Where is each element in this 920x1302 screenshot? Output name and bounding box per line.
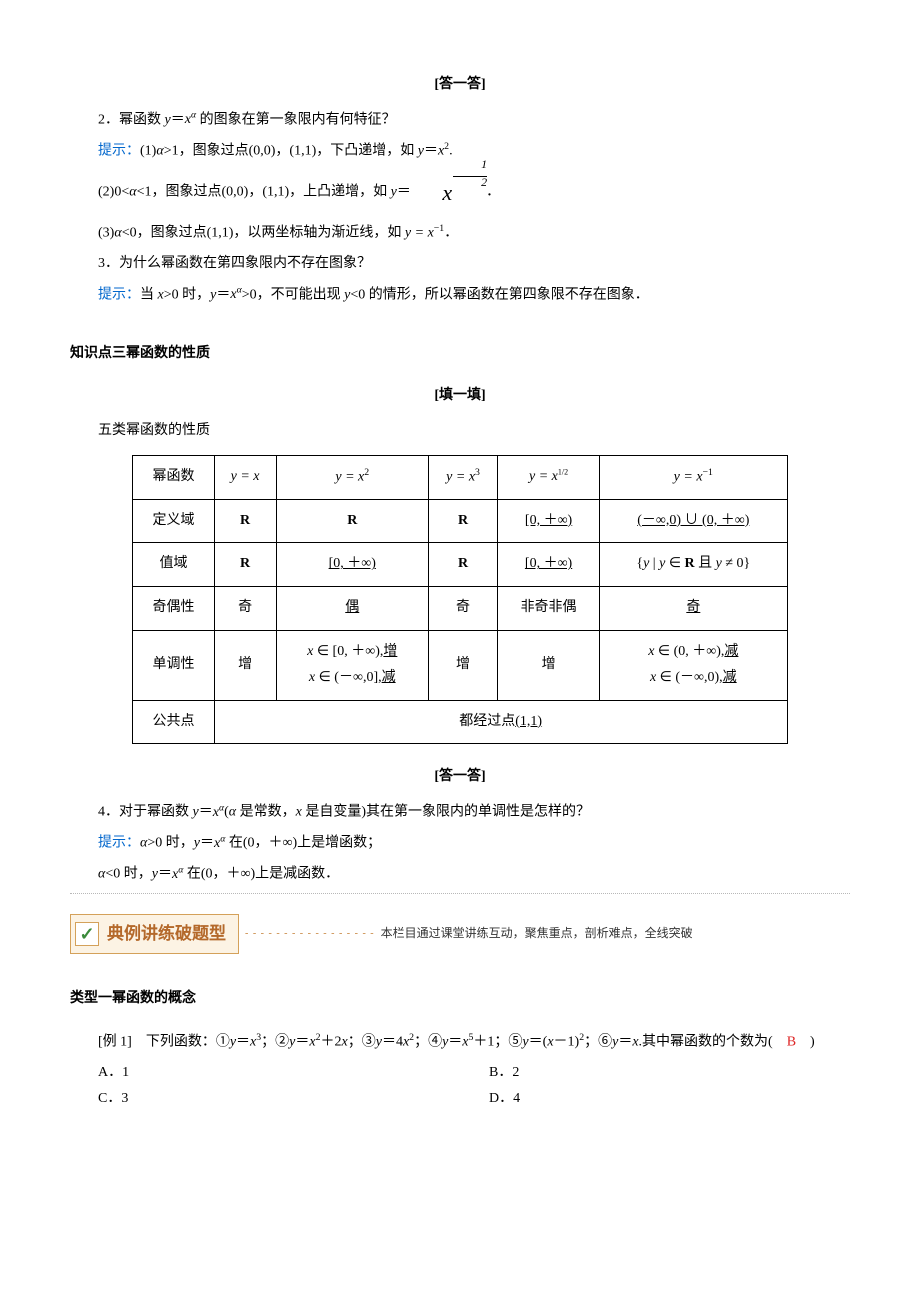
cell: R (429, 543, 498, 587)
cell-common: 都经过点(1,1) (214, 700, 787, 744)
q3-hint: 提示：当 x>0 时，y＝xα>0，不可能出现 y<0 的情形，所以幂函数在第四… (70, 282, 850, 309)
row-label: 公共点 (133, 700, 214, 744)
cell: 增 (429, 630, 498, 700)
q4-hint-1: 提示：α>0 时，y＝xα 在(0，＋∞)上是增函数； (70, 830, 850, 857)
q4-hint-2: α<0 时，y＝xα 在(0，＋∞)上是减函数． (70, 861, 850, 888)
example1-answer: B (787, 1034, 796, 1049)
cell: 奇 (214, 587, 276, 631)
cell: 增 (498, 630, 600, 700)
hint-label-2: 提示： (98, 287, 140, 302)
cell: x ∈ (0, ＋∞),减x ∈ (－∞,0),减 (600, 630, 788, 700)
hint-label-3: 提示： (98, 836, 140, 851)
th-1: y = x (214, 455, 276, 499)
cell: 奇 (600, 587, 788, 631)
cell: 非奇非偶 (498, 587, 600, 631)
table-row-mono: 单调性 增 x ∈ [0, ＋∞),增x ∈ (－∞,0],减 增 增 x ∈ … (133, 630, 787, 700)
cell: 奇 (429, 587, 498, 631)
divider (70, 893, 850, 894)
banner-dots: - - - - - - - - - - - - - - - - - (245, 924, 375, 943)
cell: (－∞,0) ∪ (0, ＋∞) (600, 499, 788, 543)
table-row-common: 公共点 都经过点(1,1) (133, 700, 787, 744)
th-2: y = x2 (276, 455, 428, 499)
cell: [0, ＋∞) (498, 499, 600, 543)
row-label: 定义域 (133, 499, 214, 543)
th-5: y = x−1 (600, 455, 788, 499)
option-a: A．1 (98, 1060, 489, 1087)
cell: x ∈ [0, ＋∞),增x ∈ (－∞,0],减 (276, 630, 428, 700)
cell: [0, ＋∞) (276, 543, 428, 587)
answer-heading: [答一答] (70, 72, 850, 99)
cell: 偶 (276, 587, 428, 631)
section3-title: 知识点三幂函数的性质 (70, 339, 850, 366)
th-4: y = x1/2 (498, 455, 600, 499)
cell: 增 (214, 630, 276, 700)
answer-heading-2: [答一答] (70, 764, 850, 791)
option-b: B．2 (489, 1060, 850, 1087)
type1-title: 类型一幂函数的概念 (70, 984, 850, 1011)
option-c: C．3 (98, 1086, 489, 1113)
banner-main: 典例讲练破题型 (107, 918, 226, 950)
hint-label: 提示： (98, 144, 140, 159)
example1-text: [例 1] 下列函数：①y＝x3；②y＝x2＋2x；③y＝4x2；④y＝x5＋1… (70, 1029, 850, 1056)
th-3: y = x3 (429, 455, 498, 499)
cell: R (276, 499, 428, 543)
check-icon: ✓ (75, 922, 99, 946)
table-row-domain: 定义域 R R R [0, ＋∞) (－∞,0) ∪ (0, ＋∞) (133, 499, 787, 543)
options-row-2: C．3 D．4 (98, 1086, 850, 1113)
q2-text: 2．幂函数 y＝xα 的图象在第一象限内有何特征？ (70, 107, 850, 134)
cell: R (429, 499, 498, 543)
table-header-row: 幂函数 y = x y = x2 y = x3 y = x1/2 y = x−1 (133, 455, 787, 499)
table-row-range: 值域 R [0, ＋∞) R [0, ＋∞) {y | y ∈ R 且 y ≠ … (133, 543, 787, 587)
q3-text: 3．为什么幂函数在第四象限内不存在图象？ (70, 251, 850, 278)
q4-text: 4．对于幂函数 y＝xα(α 是常数，x 是自变量)其在第一象限内的单调性是怎样… (70, 799, 850, 826)
row-label: 值域 (133, 543, 214, 587)
cell: {y | y ∈ R 且 y ≠ 0} (600, 543, 788, 587)
cell: [0, ＋∞) (498, 543, 600, 587)
table-intro: 五类幂函数的性质 (70, 418, 850, 445)
options-row-1: A．1 B．2 (98, 1060, 850, 1087)
row-label: 单调性 (133, 630, 214, 700)
q2-hint-line3: (3)α<0，图象过点(1,1)，以两坐标轴为渐近线，如 y = x−1． (70, 220, 850, 247)
table-row-parity: 奇偶性 奇 偶 奇 非奇非偶 奇 (133, 587, 787, 631)
cell: R (214, 499, 276, 543)
properties-table: 幂函数 y = x y = x2 y = x3 y = x1/2 y = x−1… (132, 455, 787, 745)
banner-box: ✓ 典例讲练破题型 (70, 914, 239, 954)
banner-note: 本栏目通过课堂讲练互动，聚焦重点，剖析难点，全线突破 (381, 922, 693, 945)
cell: R (214, 543, 276, 587)
q2-hint-line2: (2)0<α<1，图象过点(0,0)，(1,1)，上凸递增，如 y＝ x12． (70, 169, 850, 216)
th-0: 幂函数 (133, 455, 214, 499)
formula-x-half: x12 (414, 167, 486, 214)
example-banner: ✓ 典例讲练破题型 - - - - - - - - - - - - - - - … (70, 914, 850, 954)
option-d: D．4 (489, 1086, 850, 1113)
fill-heading: [填一填] (70, 383, 850, 410)
row-label: 奇偶性 (133, 587, 214, 631)
